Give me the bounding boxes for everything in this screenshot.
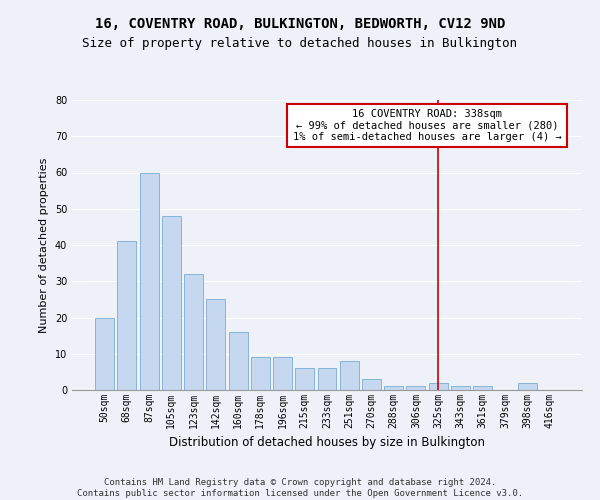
Bar [206, 300, 225, 390]
Bar [384, 386, 403, 390]
Text: 16, COVENTRY ROAD, BULKINGTON, BEDWORTH, CV12 9ND: 16, COVENTRY ROAD, BULKINGTON, BEDWORTH,… [95, 18, 505, 32]
Bar [140, 172, 158, 390]
Y-axis label: Number of detached properties: Number of detached properties [39, 158, 49, 332]
Bar [340, 361, 359, 390]
Bar [273, 358, 292, 390]
Bar [362, 379, 381, 390]
Bar [162, 216, 181, 390]
Bar [184, 274, 203, 390]
X-axis label: Distribution of detached houses by size in Bulkington: Distribution of detached houses by size … [169, 436, 485, 450]
Bar [229, 332, 248, 390]
Text: Contains HM Land Registry data © Crown copyright and database right 2024.
Contai: Contains HM Land Registry data © Crown c… [77, 478, 523, 498]
Bar [451, 386, 470, 390]
Bar [518, 383, 536, 390]
Bar [473, 386, 492, 390]
Bar [118, 242, 136, 390]
Bar [251, 358, 270, 390]
Bar [317, 368, 337, 390]
Bar [429, 383, 448, 390]
Bar [295, 368, 314, 390]
Bar [95, 318, 114, 390]
Text: 16 COVENTRY ROAD: 338sqm
← 99% of detached houses are smaller (280)
1% of semi-d: 16 COVENTRY ROAD: 338sqm ← 99% of detach… [293, 109, 562, 142]
Bar [406, 386, 425, 390]
Text: Size of property relative to detached houses in Bulkington: Size of property relative to detached ho… [83, 38, 517, 51]
